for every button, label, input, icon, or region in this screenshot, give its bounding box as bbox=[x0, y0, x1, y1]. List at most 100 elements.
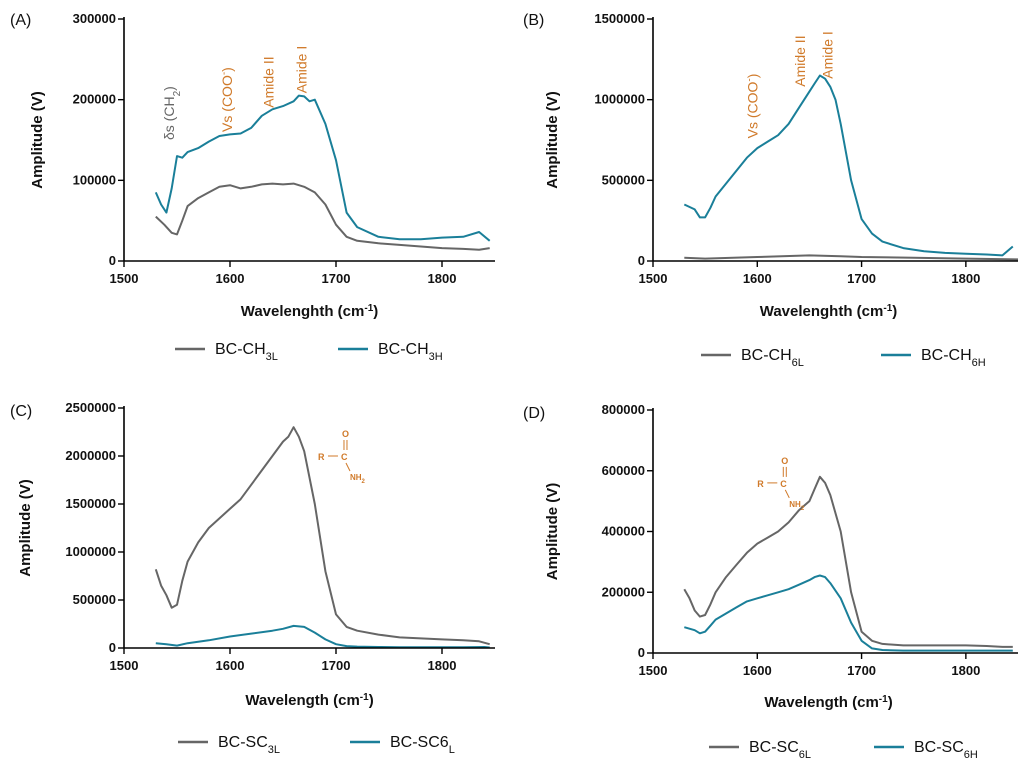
panel-label: (B) bbox=[523, 12, 544, 29]
structure-o: O bbox=[342, 429, 349, 439]
y-tick-label: 800000 bbox=[602, 402, 645, 417]
legend-label-text: BC-CH bbox=[741, 347, 792, 364]
y-axis-title: Amplitude (V) bbox=[17, 479, 34, 577]
x-tick-label: 1600 bbox=[216, 271, 245, 286]
structure-c: C bbox=[780, 479, 787, 489]
x-axis-title: Wavelength (cm-1) bbox=[245, 692, 373, 710]
x-tick-label: 1700 bbox=[847, 271, 876, 286]
y-tick-label: 1500000 bbox=[65, 496, 116, 511]
x-tick-label: 1600 bbox=[743, 271, 772, 286]
structure-bond bbox=[784, 489, 790, 499]
panel-label: (D) bbox=[523, 405, 545, 422]
x-axis-title-text: Wavelenghth (cm bbox=[241, 303, 365, 320]
legend-label-sub: 3L bbox=[266, 351, 278, 363]
x-tick-label: 1700 bbox=[322, 658, 351, 673]
legend-label-sub: 3H bbox=[429, 351, 443, 363]
legend-label-text: BC-SC bbox=[749, 739, 799, 756]
y-axis-title: Amplitude (V) bbox=[29, 91, 46, 189]
peak-annotation: Amide II bbox=[260, 56, 276, 107]
series-line-BC-CH6H bbox=[683, 74, 1014, 257]
x-tick-label: 1800 bbox=[951, 271, 980, 286]
structure-bond bbox=[345, 462, 351, 472]
legend-label-text: BC-SC bbox=[914, 739, 964, 756]
y-tick-label: 100000 bbox=[73, 172, 116, 187]
legend-label: BC-CH6H bbox=[921, 347, 986, 369]
y-tick-label: 200000 bbox=[602, 584, 645, 599]
legend-label: BC-CH6L bbox=[741, 347, 804, 369]
series-line-BC-SC6L bbox=[155, 624, 490, 649]
y-tick-label: 0 bbox=[638, 253, 645, 268]
x-tick-label: 1800 bbox=[951, 663, 980, 678]
x-axis-title-tail: ) bbox=[888, 694, 893, 711]
chart-b: (B) 0 500000 1000000 1500000 1500 1600 1700 1800… bbox=[523, 11, 1018, 369]
series-line-BC-CH3L bbox=[155, 182, 490, 251]
series-line-BC-CH3H bbox=[154, 94, 491, 242]
y-tick-label: 2000000 bbox=[65, 448, 116, 463]
legend-label: BC-CH3L bbox=[215, 341, 278, 363]
peak-annotation: Vs (COO-) bbox=[744, 74, 761, 139]
x-tick-label: 1800 bbox=[428, 271, 457, 286]
x-tick-label: 1500 bbox=[110, 658, 139, 673]
legend-label-sub: 6H bbox=[964, 749, 978, 760]
x-axis-title-text: Wavelength (cm bbox=[764, 694, 878, 711]
y-axis-title: Amplitude (V) bbox=[544, 91, 561, 189]
structure-nh-sub: 2 bbox=[801, 506, 805, 512]
y-axis-title: Amplitude (V) bbox=[544, 483, 561, 581]
x-tick-label: 1500 bbox=[639, 663, 668, 678]
x-axis-title-text: Wavelength (cm bbox=[245, 692, 359, 709]
structure-r: R bbox=[318, 452, 325, 462]
series-line-BC-SC3L bbox=[154, 426, 490, 646]
panel-d: (D) 0 200000 400000 600000 800000 1500 1600 1700… bbox=[509, 390, 1018, 760]
chart-c: (C) 0 500000 1000000 1500000 2000000 2500000 15… bbox=[10, 400, 495, 756]
legend-label-sub: 6L bbox=[799, 749, 811, 760]
series-line-BC-SC6H bbox=[684, 574, 1013, 652]
chart-d: (D) 0 200000 400000 600000 800000 1500 1600 1700… bbox=[523, 402, 1018, 760]
peak-annotation-text: Vs (COO bbox=[219, 75, 235, 132]
legend-label-text: BC-SC bbox=[218, 734, 268, 751]
peak-annotation-sup: - bbox=[219, 72, 230, 75]
legend-label-text: BC-CH bbox=[378, 341, 429, 358]
y-tick-label: 400000 bbox=[602, 524, 645, 539]
legend-label: BC-SC3L bbox=[218, 734, 280, 756]
legend-label: BC-SC6L bbox=[749, 739, 811, 760]
peak-annotation-text: Amide II bbox=[260, 56, 276, 107]
x-axis-title-tail: ) bbox=[373, 303, 378, 320]
x-axis-title-tail: ) bbox=[892, 303, 897, 320]
x-axis-title: Wavelength (cm-1) bbox=[764, 694, 892, 712]
y-tick-label: 0 bbox=[638, 645, 645, 660]
y-tick-label: 0 bbox=[109, 640, 116, 655]
series-line-BC-CH6L bbox=[684, 254, 1018, 261]
structure-o: O bbox=[781, 456, 788, 466]
structure-nh-text: NH bbox=[789, 500, 801, 509]
x-tick-label: 1700 bbox=[847, 663, 876, 678]
legend-label-text: BC-SC6 bbox=[390, 734, 449, 751]
x-axis-title-sup: -1 bbox=[360, 692, 369, 703]
legend-label-sub: L bbox=[449, 744, 455, 756]
y-tick-label: 200000 bbox=[73, 92, 116, 107]
amide-structure-icon: R C O NH2 bbox=[757, 456, 805, 512]
x-tick-label: 1500 bbox=[110, 271, 139, 286]
legend-label: BC-SC6H bbox=[914, 739, 978, 760]
peak-annotation-tail: ) bbox=[744, 74, 760, 79]
series-line-BC-SC6L bbox=[683, 475, 1013, 648]
y-tick-label: 1500000 bbox=[594, 11, 645, 26]
structure-nh-sub: 2 bbox=[362, 479, 366, 485]
legend-label-text: BC-CH bbox=[215, 341, 266, 358]
x-tick-label: 1600 bbox=[743, 663, 772, 678]
panel-label: (C) bbox=[10, 403, 32, 420]
y-tick-label: 600000 bbox=[602, 463, 645, 478]
legend-label-text: BC-CH bbox=[921, 347, 972, 364]
peak-annotation: δs (CH2) bbox=[161, 86, 183, 140]
legend-label-sub: 3L bbox=[268, 744, 280, 756]
panel-c: (C) 0 500000 1000000 1500000 2000000 2500000 15… bbox=[0, 390, 509, 760]
peak-annotation-text: δs (CH bbox=[161, 96, 177, 140]
structure-nh2: NH2 bbox=[350, 473, 366, 485]
panel-b: (B) 0 500000 1000000 1500000 1500 1600 1700 1800… bbox=[509, 0, 1018, 380]
y-tick-label: 0 bbox=[109, 253, 116, 268]
x-axis-title-sup: -1 bbox=[883, 303, 892, 314]
peak-annotation-text: Amide I bbox=[293, 46, 309, 93]
x-tick-label: 1500 bbox=[639, 271, 668, 286]
y-tick-label: 500000 bbox=[602, 172, 645, 187]
structure-c: C bbox=[341, 452, 348, 462]
y-tick-label: 1000000 bbox=[594, 92, 645, 107]
